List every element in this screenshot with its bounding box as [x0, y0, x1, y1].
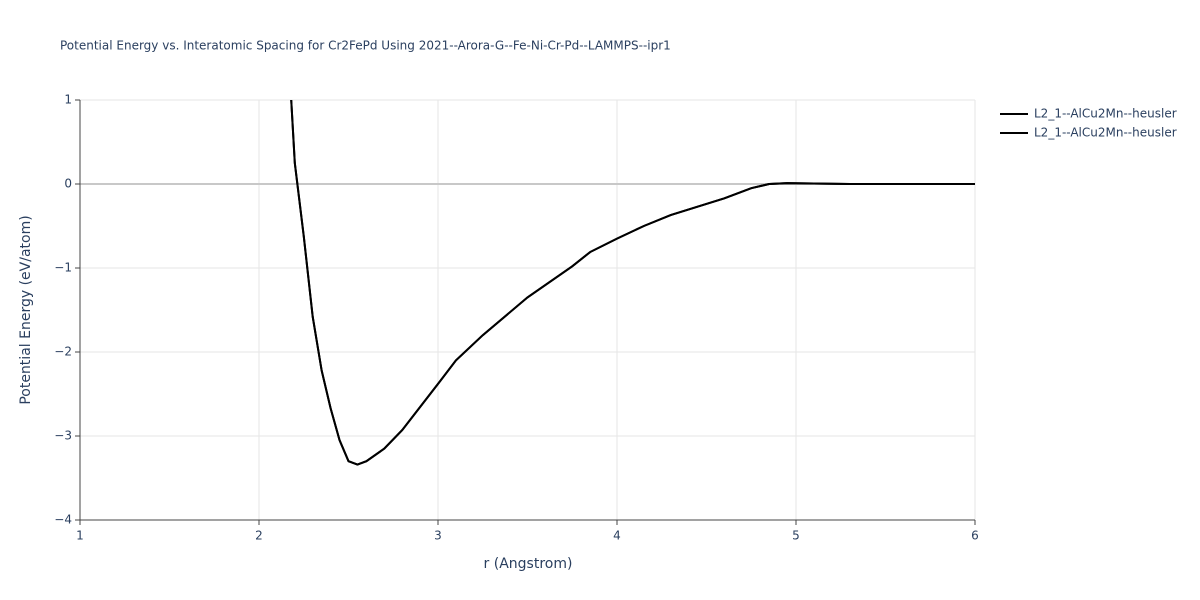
legend-label: L2_1--AlCu2Mn--heusler: [1034, 107, 1177, 121]
legend-label: L2_1--AlCu2Mn--heusler: [1034, 126, 1177, 140]
line-series: [290, 100, 975, 466]
x-tick-label: 5: [792, 529, 800, 543]
x-tick-label: 2: [255, 529, 263, 543]
y-tick-label: −2: [54, 345, 72, 359]
x-tick-label: 4: [613, 529, 621, 543]
y-tick-label: 0: [64, 177, 72, 191]
y-tick-label: −4: [54, 513, 72, 527]
line-series: [290, 100, 975, 466]
y-tick-label: −3: [54, 429, 72, 443]
y-tick-label: −1: [54, 261, 72, 275]
x-axis-title: r (Angstrom): [484, 556, 573, 572]
chart-title: Potential Energy vs. Interatomic Spacing…: [60, 39, 671, 53]
x-tick-label: 1: [76, 529, 84, 543]
x-tick-label: 6: [971, 529, 979, 543]
y-tick-label: 1: [64, 93, 72, 107]
x-tick-label: 3: [434, 529, 442, 543]
y-axis-title: Potential Energy (eV/atom): [18, 215, 34, 404]
